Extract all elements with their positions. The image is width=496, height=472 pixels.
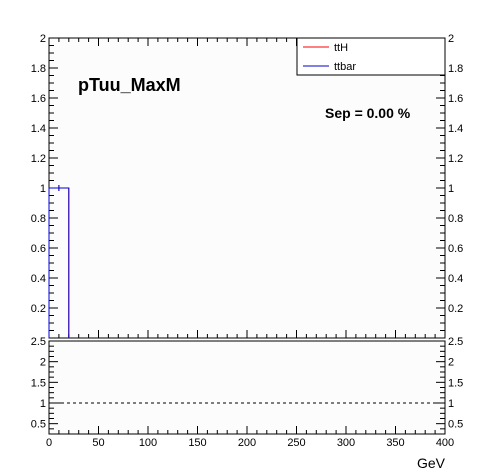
y-tick-label-left: 1.4: [31, 123, 46, 135]
x-tick-label: 400: [436, 437, 454, 449]
y-tick-label-left: 1.6: [31, 93, 46, 105]
x-tick-label: 300: [337, 437, 355, 449]
y-tick-label-right: 1: [448, 183, 454, 195]
y-tick-label-right: 1.6: [448, 93, 463, 105]
y-tick-label-left: 1.2: [31, 153, 46, 165]
y-tick-label-left: 0.2: [31, 303, 46, 315]
x-tick-label: 0: [46, 437, 52, 449]
x-tick-label: 350: [386, 437, 404, 449]
x-axis-title: GeV: [417, 455, 446, 471]
chart-title: pTuu_MaxM: [78, 75, 181, 95]
legend: ttH ttbar: [296, 37, 446, 76]
ratio-y-tick-label-left: 0.5: [31, 419, 46, 431]
y-tick-label-right: 0.2: [448, 303, 463, 315]
y-tick-label-right: 2: [448, 33, 454, 45]
y-tick-label-right: 1.2: [448, 153, 463, 165]
y-tick-label-right: 0.8: [448, 213, 463, 225]
ratio-y-tick-label-left: 1.5: [31, 377, 46, 389]
legend-box: [296, 37, 446, 76]
y-tick-label-left: 1.8: [31, 63, 46, 75]
x-tick-label: 200: [238, 437, 256, 449]
x-tick-label: 250: [287, 437, 305, 449]
ratio-y-tick-label-right: 1: [448, 398, 454, 410]
lower-pad-frame: [48, 340, 446, 435]
ratio-y-tick-label-right: 2.5: [448, 336, 463, 348]
y-tick-label-left: 1: [40, 183, 46, 195]
ratio-y-tick-label-left: 2: [40, 357, 46, 369]
y-tick-label-right: 1.4: [448, 123, 463, 135]
x-tick-label: 50: [92, 437, 104, 449]
x-tick-label: 150: [188, 437, 206, 449]
lower-axis-ticks: 0.5 0.5 1 1 1.5 1.5 2 2 2.5 2.5 0 50 100 150 200 250 300…: [31, 336, 464, 449]
ratio-y-tick-label-right: 2: [448, 357, 454, 369]
y-tick-label-left: 0.8: [31, 213, 46, 225]
x-tick-label: 100: [139, 437, 157, 449]
upper-pad-frame: [48, 37, 446, 339]
y-tick-label-right: 0.6: [448, 243, 463, 255]
y-tick-label-left: 0.6: [31, 243, 46, 255]
ratio-y-tick-label-right: 1.5: [448, 377, 463, 389]
y-tick-label-right: 0.4: [448, 273, 463, 285]
upper-histograms: [48, 185, 70, 338]
y-tick-label-left: 2: [40, 33, 46, 45]
legend-label-ttbar: ttbar: [334, 61, 356, 73]
y-tick-label-left: 0.4: [31, 273, 46, 285]
separation-annotation: Sep = 0.00 %: [325, 105, 411, 121]
y-tick-label-right: 1.8: [448, 63, 463, 75]
ratio-y-tick-label-left: 2.5: [31, 336, 46, 348]
ratio-y-tick-label-left: 1: [40, 398, 46, 410]
legend-label-tth: ttH: [334, 42, 348, 54]
ratio-y-tick-label-right: 0.5: [448, 419, 463, 431]
